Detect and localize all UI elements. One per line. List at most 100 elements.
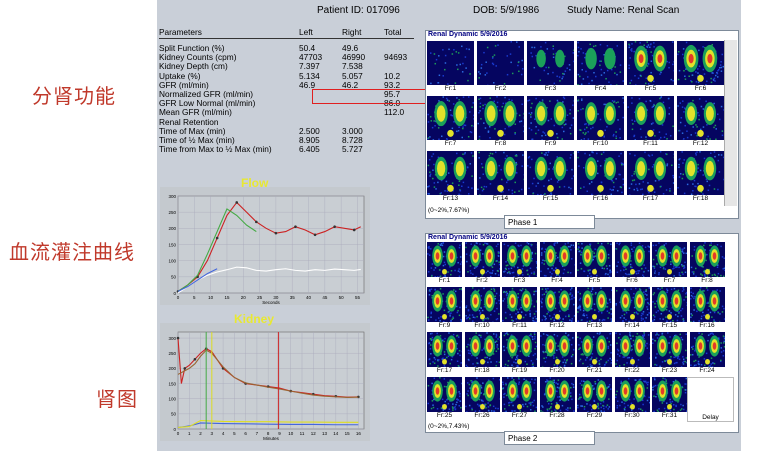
y-tick-label: 100 <box>168 258 176 263</box>
y-tick-label: 150 <box>168 381 176 386</box>
scan-frame-image <box>627 151 674 195</box>
scan-frame: Fr:12 <box>677 96 724 149</box>
y-tick-label: 150 <box>168 242 176 247</box>
scan-frame-image <box>427 151 474 195</box>
y-tick-label: 250 <box>168 351 176 356</box>
x-tick-label: 8 <box>267 431 270 436</box>
frame-label: Fr:11 <box>627 140 674 149</box>
scan-frame-image <box>527 96 574 140</box>
table-cell: Mean GFR (ml/min) <box>159 107 232 118</box>
parameters-row: Time from Max to ½ Max (min) 6.405 5.727 <box>159 144 414 155</box>
column-header: Left <box>299 27 313 37</box>
scan-frame: Fr:3 <box>527 41 574 94</box>
column-header: Parameters <box>159 27 202 37</box>
x-tick-label: 50 <box>339 295 345 300</box>
scan-frame: Fr:18 <box>677 151 724 204</box>
scan-frame-image <box>464 332 500 367</box>
data-point <box>294 225 297 229</box>
scan-frame: Fr:6 <box>677 41 724 94</box>
flow-chart-svg: 0 50 100 150 200 250 300 0 5 10 15 20 25 30 35 40 45 50 55… <box>168 194 365 305</box>
frame-label: Fr:5 <box>627 85 674 94</box>
data-point <box>313 233 317 237</box>
scan-frame-image <box>577 242 612 277</box>
frame-label: Fr:17 <box>427 367 462 376</box>
parameters-row: GFR (ml/min) 46.9 46.2 93.2 <box>159 79 414 90</box>
scan-frame-image <box>527 151 574 195</box>
table-cell: 8.905 <box>299 134 320 145</box>
table-cell: 49.6 <box>342 43 359 53</box>
scan-frame-image <box>577 332 612 367</box>
frame-label: Fr:16 <box>689 322 725 331</box>
scan-frame-image <box>477 96 524 140</box>
frame-label: Fr:4 <box>539 277 575 286</box>
frame-label: Fr:11 <box>502 322 537 331</box>
scan-frame: Fr:31 <box>652 377 687 421</box>
frame-label: Fr:27 <box>502 412 537 421</box>
table-cell: 7.397 <box>299 61 320 72</box>
y-tick-label: 200 <box>168 366 176 371</box>
x-axis-label: Minutes <box>263 436 280 441</box>
scan-frame-image <box>427 242 462 277</box>
scan-frame: Fr:25 <box>427 377 462 421</box>
scan-frame: Fr:22 <box>614 332 650 376</box>
parameters-row: Uptake (%) 5.134 5.057 10.2 <box>159 70 414 81</box>
scan-frame-image <box>614 377 650 412</box>
table-cell: 5.727 <box>342 144 363 155</box>
scan-frame-image <box>689 242 725 277</box>
frame-label: Fr:8 <box>689 277 725 286</box>
frame-label: Fr:6 <box>614 277 650 286</box>
scan-frame: Fr:1 <box>427 242 462 286</box>
scan-frame-image <box>689 287 725 322</box>
table-cell: 93.2 <box>384 79 401 90</box>
table-cell: 50.4 <box>299 43 316 53</box>
scan-frame: Fr:17 <box>427 332 462 376</box>
scan-frame: Fr:13 <box>427 151 474 204</box>
scan-frame: Fr:23 <box>652 332 687 376</box>
scan-frame-image <box>464 242 500 277</box>
y-tick-label: 50 <box>171 275 177 280</box>
x-tick-label: 6 <box>244 431 247 436</box>
scan-frame: Fr:16 <box>577 151 624 204</box>
scan-frame: Fr:11 <box>502 287 537 331</box>
parameters-row: Time of ½ Max (min) 8.905 8.728 <box>159 134 414 145</box>
x-tick-label: 5 <box>233 431 236 436</box>
dob: DOB: 5/9/1986 <box>473 5 540 16</box>
flow-chart-title: Flow <box>241 176 269 190</box>
x-tick-label: 13 <box>322 431 328 436</box>
frame-label: Fr:14 <box>614 322 650 331</box>
scan-frame: Fr:5 <box>577 242 612 286</box>
scan-frame-image <box>427 287 462 322</box>
annotation-split-function: 分肾功能 <box>32 84 116 108</box>
parameters-table: Parameters Left Right Total Split Function (… <box>159 27 414 155</box>
scan-frame-image <box>614 287 650 322</box>
frame-label: Fr:29 <box>577 412 612 421</box>
scan-frame-image <box>427 96 474 140</box>
frame-label: Fr:4 <box>577 85 624 94</box>
table-cell: 112.0 <box>384 107 405 118</box>
frame-label: Fr:1 <box>427 277 462 286</box>
scan-frame-image <box>614 242 650 277</box>
table-cell: 5.057 <box>342 70 363 81</box>
scan-frame: Fr:7 <box>427 96 474 149</box>
y-tick-label: 200 <box>168 226 176 231</box>
y-tick-label: 250 <box>168 210 176 215</box>
phase1-scrollbar[interactable] <box>724 40 737 206</box>
scan-frame-image <box>539 377 575 412</box>
table-cell: 3.000 <box>342 125 363 136</box>
scan-frame: Fr:12 <box>539 287 575 331</box>
frame-label: Fr:18 <box>677 195 724 204</box>
frame-label: Fr:26 <box>464 412 500 421</box>
frame-label: Fr:22 <box>614 367 650 376</box>
delay-frame: Delay <box>687 377 734 422</box>
frame-label: Fr:3 <box>527 85 574 94</box>
frame-label: Fr:21 <box>577 367 612 376</box>
scan-frame: Fr:30 <box>614 377 650 421</box>
y-tick-label: 300 <box>168 336 176 341</box>
scan-frame-image <box>689 332 725 367</box>
series-line <box>177 419 359 429</box>
scan-frame-image <box>652 377 687 412</box>
phase2-range-label: (0~2%,7.43%) <box>428 423 470 430</box>
patient-id: Patient ID: 017096 <box>317 5 400 16</box>
table-cell: Time from Max to ½ Max (min) <box>159 144 272 155</box>
y-tick-label: 0 <box>173 427 176 432</box>
